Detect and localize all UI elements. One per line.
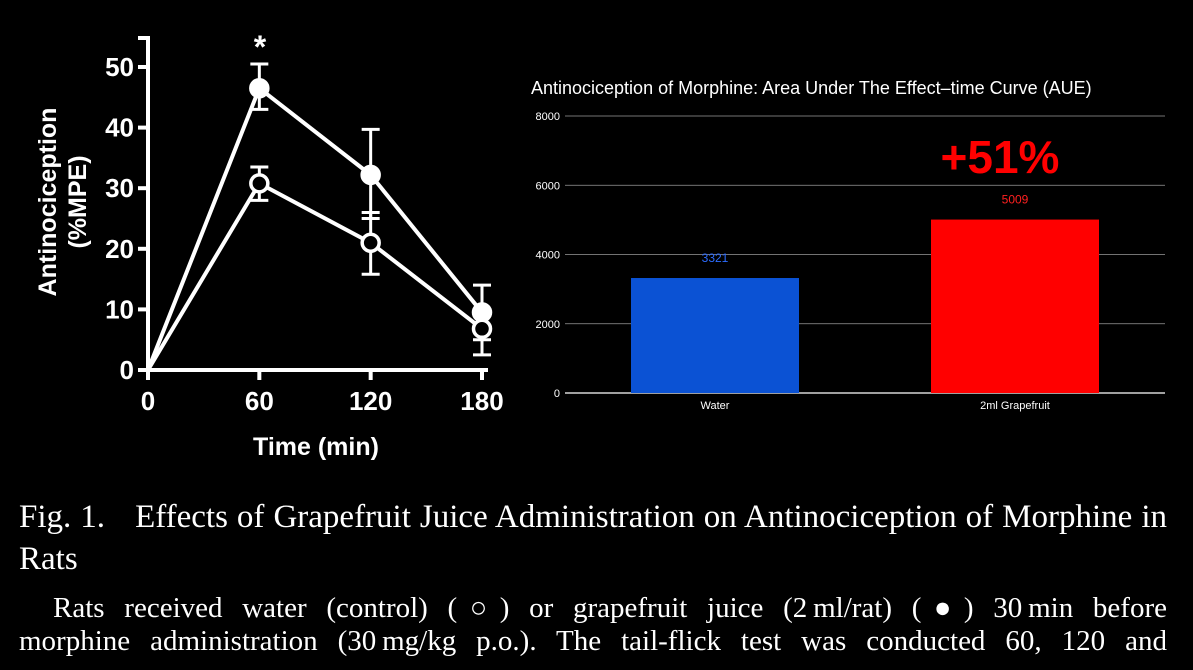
x-tick-label: 120: [349, 386, 392, 416]
bar-chart: Antinociception of Morphine: Area Under …: [531, 78, 1165, 412]
y-tick-label: 4000: [536, 250, 560, 262]
y-tick-label: 50: [105, 52, 134, 82]
bar-chart-title: Antinociception of Morphine: Area Under …: [531, 78, 1092, 98]
series-line-2: [146, 181, 484, 372]
y-tick-label: 0: [554, 388, 560, 400]
y-tick-label: 40: [105, 113, 134, 143]
y-tick-label: 30: [105, 173, 134, 203]
data-point: [471, 302, 493, 323]
line-chart-annotation: *: [254, 29, 267, 65]
line-chart-tick-labels: 0 10 20 30 40 50 0 60 120 180: [105, 52, 504, 416]
y-tick-label: 0: [120, 355, 134, 385]
line-chart-axes: [138, 36, 488, 380]
bar: [631, 278, 799, 393]
figure-description-line-1: Rats received water (control) (○) or gra…: [53, 592, 1167, 624]
x-tick-label: 0: [141, 386, 155, 416]
bar: [931, 219, 1099, 393]
data-label: 3321: [702, 251, 729, 265]
figure-number: Fig. 1.: [19, 499, 106, 535]
y-tick-label: 6000: [536, 180, 560, 192]
line-chart: 0 10 20 30 40 50 0 60 120 180 * Time (min) Antino…: [34, 29, 504, 461]
y-tick-label: 20: [105, 234, 134, 264]
figure-title: Fig. 1. Effects of Grapefruit Juice Admin…: [19, 496, 1167, 580]
y-tick-label: 8000: [536, 111, 560, 123]
x-tick-label: 180: [460, 386, 503, 416]
figure-description: Rats received water (control) (○) or gra…: [19, 592, 1167, 658]
bar-chart-annotation: +51%: [941, 131, 1060, 183]
data-label: 5009: [1002, 193, 1029, 207]
series-line-1: [146, 86, 484, 371]
data-point: [249, 77, 270, 99]
line-chart-y-axis-unit: (%MPE): [64, 155, 92, 248]
y-tick-label: 10: [105, 294, 134, 324]
y-tick-label: 2000: [536, 319, 560, 331]
bar-chart-bars: 3321 Water 5009 2ml Grapefruit: [631, 193, 1099, 412]
line-chart-x-axis-label: Time (min): [253, 433, 379, 461]
x-tick-label: 2ml Grapefruit: [980, 400, 1050, 412]
figure-title-text: Effects of Grapefruit Juice Administrati…: [19, 499, 1167, 577]
data-point: [471, 318, 493, 340]
figure-description-line-2: morphine administration (30 mg/kg p.o.).…: [19, 625, 1167, 657]
x-tick-label: 60: [245, 386, 274, 416]
data-point: [360, 232, 381, 253]
data-point: [360, 164, 381, 186]
figure-caption: Fig. 1. Effects of Grapefruit Juice Admin…: [19, 496, 1167, 658]
line-chart-series: [146, 62, 493, 372]
data-point: [249, 173, 270, 194]
x-tick-label: Water: [701, 400, 730, 412]
line-chart-y-axis-label: Antinociception: [34, 108, 62, 297]
